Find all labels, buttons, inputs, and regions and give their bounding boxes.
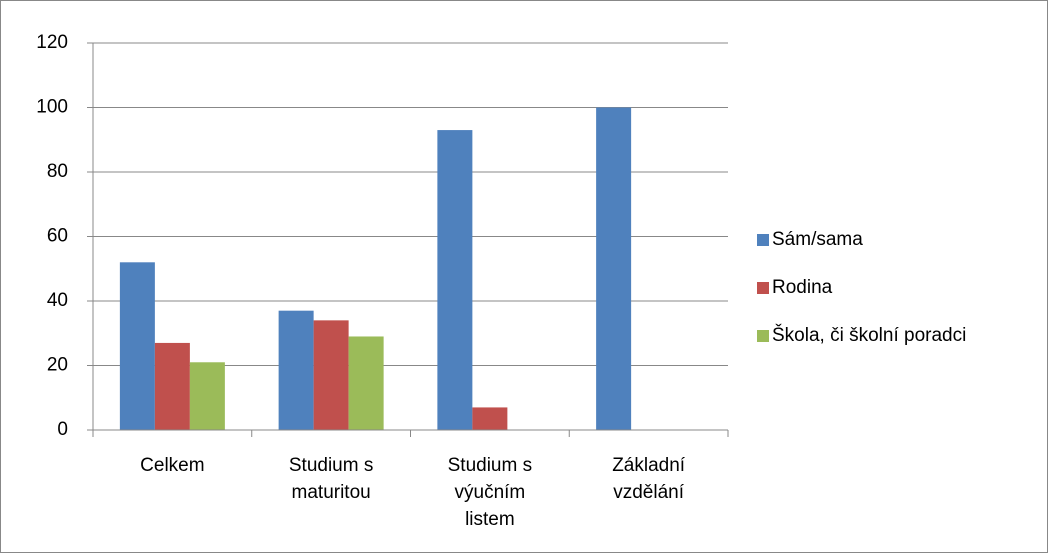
y-tick-label: 60	[47, 226, 68, 247]
bar	[154, 342, 190, 430]
legend-swatch	[757, 330, 769, 342]
legend-label: Sám/sama	[772, 229, 863, 250]
bar	[596, 107, 632, 430]
bar	[348, 336, 384, 430]
legend-label: Škola, či školní poradci	[772, 324, 966, 346]
x-tick-label: Studium s výučním listem	[447, 455, 533, 530]
x-tick-label: Studium s maturitou	[288, 455, 374, 503]
bar	[278, 310, 314, 430]
y-tick-label: 0	[57, 419, 68, 440]
y-tick-label: 20	[47, 355, 68, 376]
y-tick-label: 80	[47, 161, 68, 182]
bar	[472, 407, 508, 430]
bar	[313, 320, 349, 430]
x-tick-label: Základní vzdělání	[612, 455, 686, 503]
bar	[437, 130, 473, 430]
legend-swatch	[757, 282, 769, 294]
legend-label: Rodina	[772, 277, 833, 298]
bar	[189, 362, 225, 430]
y-tick-label: 40	[47, 290, 68, 311]
legend-swatch	[757, 234, 769, 246]
y-tick-label: 100	[36, 97, 68, 118]
x-tick-label: Celkem	[140, 455, 205, 476]
y-tick-label: 120	[36, 32, 68, 53]
bar	[119, 262, 155, 430]
